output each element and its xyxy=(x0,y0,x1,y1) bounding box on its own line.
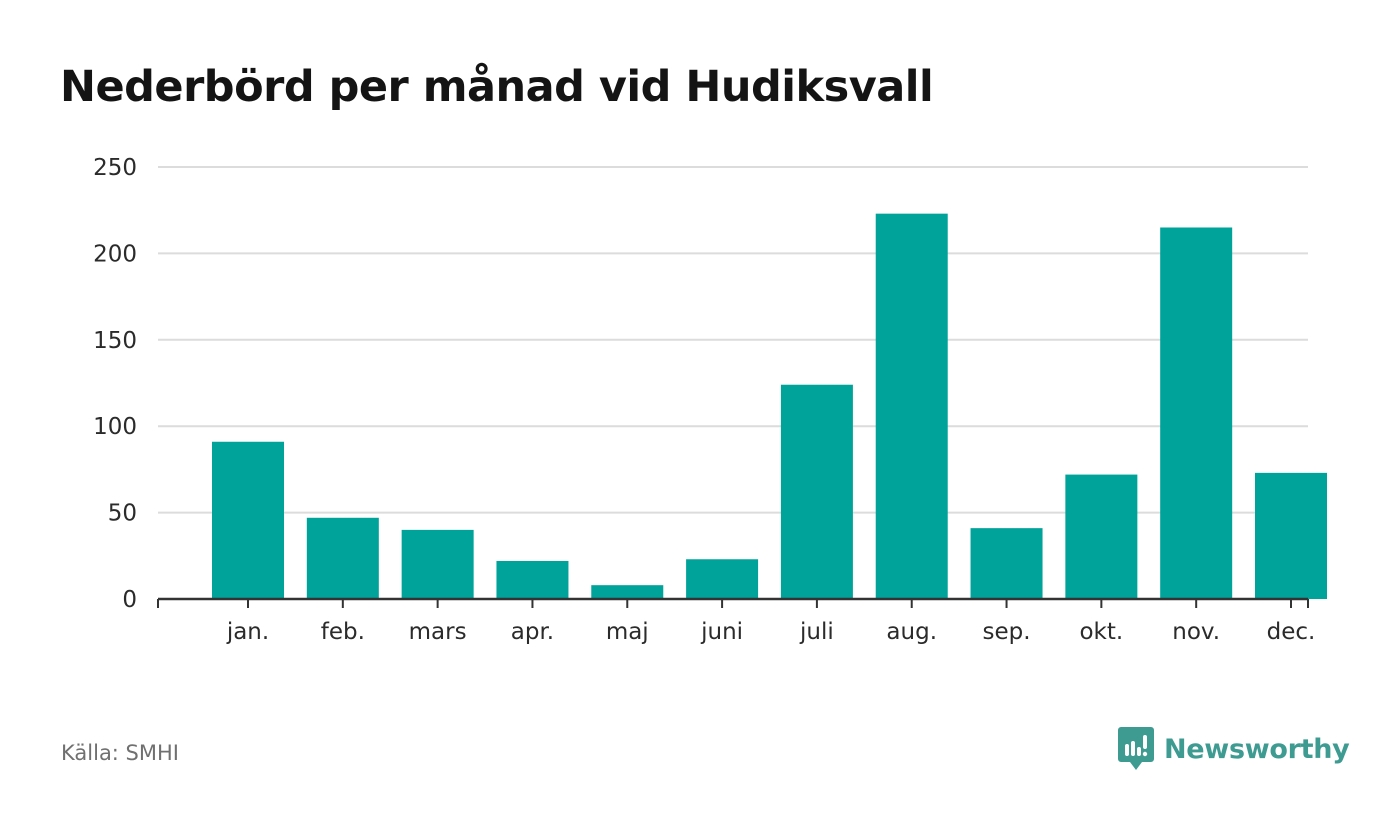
bar-4 xyxy=(591,585,664,599)
x-tick-label: nov. xyxy=(1172,619,1220,645)
x-tick-label: okt. xyxy=(1079,619,1123,645)
y-tick-label: 100 xyxy=(93,414,137,440)
bar-0 xyxy=(212,441,284,599)
x-tick-label: aug. xyxy=(886,619,937,645)
bar-10 xyxy=(1160,227,1233,600)
x-tick-label: feb. xyxy=(321,619,365,645)
bar-7 xyxy=(875,213,948,599)
x-tick-label: apr. xyxy=(511,619,554,645)
bar-2 xyxy=(401,529,474,599)
x-tick-label: jan. xyxy=(226,619,269,645)
chart-title: Nederbörd per månad vid Hudiksvall xyxy=(60,62,934,112)
bar-8 xyxy=(970,528,1043,599)
bar-9 xyxy=(1065,474,1138,599)
bar-6 xyxy=(780,384,853,599)
x-axis-ticks: jan. feb. mars apr. maj juni juli aug. sep. okt. n… xyxy=(226,619,1316,645)
x-tick-label: dec. xyxy=(1267,619,1316,645)
bars xyxy=(212,213,1327,600)
y-axis-ticks: 0 50 100 150 200 250 xyxy=(93,155,137,613)
x-tick-label: mars xyxy=(409,619,467,645)
source-note: Källa: SMHI xyxy=(61,741,179,765)
bar-11 xyxy=(1255,472,1327,599)
y-tick-label: 250 xyxy=(93,155,137,181)
x-tick-label: juni xyxy=(700,619,743,645)
gridlines xyxy=(158,166,1308,514)
brand-logo: Newsworthy xyxy=(1118,727,1350,771)
y-tick-label: 50 xyxy=(108,501,137,527)
bar-5 xyxy=(686,559,759,599)
x-tick-label: juli xyxy=(799,619,834,645)
bar-3 xyxy=(496,560,569,599)
x-tick-label: sep. xyxy=(983,619,1031,645)
y-tick-label: 200 xyxy=(93,241,137,267)
newsworthy-logo-icon xyxy=(1118,727,1154,770)
x-axis xyxy=(157,597,1309,608)
y-tick-label: 0 xyxy=(122,587,137,613)
y-tick-label: 150 xyxy=(93,328,137,354)
bar-1 xyxy=(306,517,379,599)
x-tick-label: maj xyxy=(606,619,649,645)
brand-name: Newsworthy xyxy=(1164,733,1350,765)
